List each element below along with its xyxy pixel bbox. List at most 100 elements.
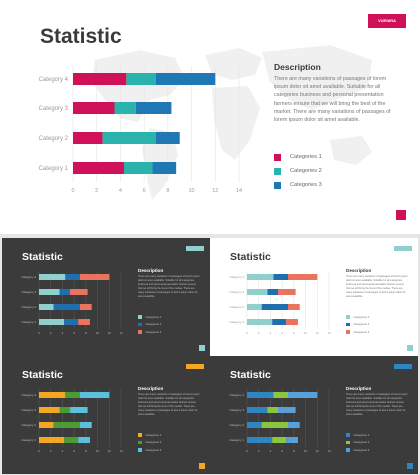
corner-square bbox=[199, 463, 205, 469]
thumbnail-slide[interactable]: Statistic 0 2 4 6 8 10 12 14 Category 1 Category … bbox=[210, 238, 418, 356]
chart-legend: Categories 1 Categories 2 Categories 3 bbox=[138, 431, 161, 454]
bar-segment bbox=[73, 132, 103, 144]
x-tick-label: 6 bbox=[73, 449, 75, 453]
description-text: There are many variations of passages of… bbox=[346, 275, 408, 298]
legend-item: Categories 3 bbox=[138, 446, 161, 454]
legend-swatch bbox=[138, 322, 142, 326]
category-label: Category 2 bbox=[229, 305, 244, 309]
legend-label: Categories 2 bbox=[290, 168, 322, 174]
bar-segment bbox=[288, 392, 318, 398]
x-tick-label: 2 bbox=[95, 188, 98, 194]
legend-item: Categories 1 bbox=[346, 431, 369, 439]
bar-segment bbox=[288, 422, 300, 428]
legend-label: Categories 3 bbox=[290, 182, 322, 188]
category-label: Category 1 bbox=[229, 320, 244, 324]
category-label: Category 1 bbox=[39, 166, 69, 172]
slide-title: Statistic bbox=[22, 369, 63, 381]
bar-segment bbox=[70, 289, 88, 295]
thumbnail-slide[interactable]: Statistic 0 2 4 6 8 10 12 14 Category 1 Category … bbox=[210, 356, 418, 474]
brand-badge bbox=[186, 246, 204, 251]
bar-segment bbox=[114, 102, 136, 114]
legend-swatch bbox=[346, 448, 350, 452]
bar-segment bbox=[53, 304, 80, 310]
slide-title: Statistic bbox=[22, 251, 63, 263]
legend-label: Categories 2 bbox=[145, 322, 162, 327]
bar-segment bbox=[135, 102, 172, 114]
x-tick-label: 6 bbox=[73, 331, 75, 335]
bar-segment bbox=[39, 289, 60, 295]
bar-segment bbox=[261, 422, 288, 428]
bar-segment bbox=[286, 319, 298, 325]
legend-swatch bbox=[274, 181, 281, 189]
legend-swatch bbox=[138, 433, 142, 437]
stacked-bar-chart: 0 2 4 6 8 10 12 14 Category 1 Category 2 Category … bbox=[39, 66, 242, 194]
bar-segment bbox=[102, 132, 156, 144]
x-tick-label: 0 bbox=[38, 449, 40, 453]
x-tick-label: 12 bbox=[212, 188, 218, 194]
category-label: Category 3 bbox=[21, 290, 36, 294]
corner-square bbox=[407, 463, 413, 469]
bar-segment bbox=[278, 407, 296, 413]
description-text: There are many variations of passages of… bbox=[274, 76, 391, 124]
x-tick-label: 14 bbox=[327, 449, 331, 453]
bar-segment bbox=[78, 319, 90, 325]
bar-segment bbox=[247, 274, 274, 280]
thumbnail-slide[interactable]: Statistic 0 2 4 6 8 10 12 14 Category 1 Category … bbox=[2, 356, 210, 474]
legend-swatch bbox=[138, 440, 142, 444]
legend-swatch bbox=[346, 440, 350, 444]
legend-label: Categories 1 bbox=[353, 314, 370, 319]
slide-title: Statistic bbox=[230, 369, 271, 381]
bar-segment bbox=[59, 289, 71, 295]
chart-legend: Categories 1 Categories 2 Categories 3 bbox=[346, 313, 369, 336]
description-title: Description bbox=[346, 386, 372, 391]
bar-segment bbox=[273, 392, 288, 398]
x-tick-label: 4 bbox=[62, 449, 64, 453]
bar-segment bbox=[288, 304, 300, 310]
legend-swatch bbox=[346, 315, 350, 319]
bar-segment bbox=[39, 392, 66, 398]
category-label: Category 3 bbox=[229, 408, 244, 412]
legend-item: Categories 1 bbox=[138, 313, 161, 321]
category-label: Category 4 bbox=[229, 275, 244, 279]
description-title: Description bbox=[346, 268, 372, 273]
category-label: Category 1 bbox=[21, 320, 36, 324]
bar-segment bbox=[126, 73, 156, 85]
chart-legend: Categories 1 Categories 2 Categories 3 bbox=[138, 313, 161, 336]
x-tick-label: 10 bbox=[96, 331, 100, 335]
bar-segment bbox=[286, 437, 298, 443]
legend-label: Categories 2 bbox=[145, 440, 162, 445]
corner-square bbox=[199, 345, 205, 351]
bar-segment bbox=[80, 422, 92, 428]
bar-segment bbox=[261, 304, 288, 310]
bar-segment bbox=[272, 319, 287, 325]
bar-segment bbox=[80, 274, 110, 280]
legend-item: Categories 2 bbox=[138, 321, 161, 329]
legend-label: Categories 1 bbox=[290, 154, 322, 160]
category-label: Category 4 bbox=[21, 275, 36, 279]
bar-segment bbox=[247, 437, 273, 443]
legend-item: Categories 3 bbox=[138, 328, 161, 336]
x-tick-label: 2 bbox=[258, 449, 260, 453]
bar-segment bbox=[247, 392, 274, 398]
description-text: There are many variations of passages of… bbox=[138, 275, 200, 298]
slide-title: Statistic bbox=[230, 251, 271, 263]
category-label: Category 4 bbox=[39, 77, 69, 83]
bar-segment bbox=[156, 132, 180, 144]
bar-segment bbox=[65, 274, 80, 280]
category-label: Category 3 bbox=[229, 290, 244, 294]
legend-item: Categories 1 bbox=[346, 313, 369, 321]
legend-swatch bbox=[138, 330, 142, 334]
legend-label: Categories 3 bbox=[353, 447, 370, 452]
bar-segment bbox=[39, 319, 65, 325]
x-tick-label: 0 bbox=[71, 188, 74, 194]
category-label: Category 4 bbox=[21, 393, 36, 397]
x-tick-label: 6 bbox=[281, 449, 283, 453]
brand-badge bbox=[394, 364, 412, 369]
legend-swatch bbox=[346, 433, 350, 437]
x-tick-label: 8 bbox=[85, 449, 87, 453]
x-tick-label: 12 bbox=[316, 449, 320, 453]
thumbnail-slide[interactable]: Statistic 0 2 4 6 8 10 12 14 Category 1 Category … bbox=[2, 238, 210, 356]
bar-segment bbox=[247, 304, 262, 310]
legend-label: Categories 1 bbox=[145, 432, 162, 437]
x-tick-label: 12 bbox=[108, 331, 112, 335]
